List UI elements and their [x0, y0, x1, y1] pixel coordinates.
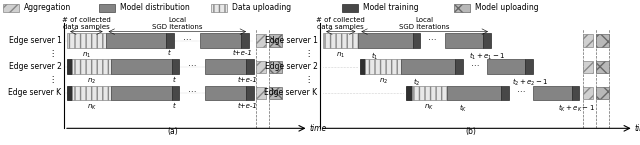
- Text: Model distribution: Model distribution: [120, 3, 189, 12]
- Bar: [72, 86, 111, 100]
- Text: Model training: Model training: [363, 3, 419, 12]
- Bar: [99, 4, 115, 12]
- Text: Local
SGD iterations: Local SGD iterations: [399, 17, 450, 30]
- Text: # of collected
data samples: # of collected data samples: [316, 17, 365, 30]
- Bar: [256, 61, 266, 73]
- Bar: [111, 86, 172, 100]
- Text: $t_1$: $t_1$: [371, 50, 378, 62]
- Text: $n_K$: $n_K$: [86, 103, 97, 112]
- Text: time: time: [310, 124, 327, 133]
- Text: t: t: [173, 77, 175, 83]
- Text: $t_K+e_K-1$: $t_K+e_K-1$: [557, 103, 595, 114]
- Bar: [200, 33, 241, 48]
- Text: ···: ···: [188, 62, 196, 71]
- Text: Edge server 1: Edge server 1: [8, 36, 61, 45]
- Text: Local
SGD iterations: Local SGD iterations: [152, 17, 202, 30]
- Bar: [106, 33, 166, 48]
- Bar: [483, 33, 491, 48]
- Bar: [269, 35, 282, 47]
- Bar: [211, 4, 227, 12]
- Bar: [323, 33, 358, 48]
- Text: $n_1$: $n_1$: [82, 50, 91, 60]
- Bar: [111, 59, 172, 74]
- Text: ⋮: ⋮: [304, 75, 313, 84]
- Bar: [342, 4, 358, 12]
- Bar: [241, 33, 249, 48]
- Text: $t_K$: $t_K$: [459, 103, 467, 114]
- Bar: [246, 86, 254, 100]
- Bar: [67, 33, 106, 48]
- Bar: [166, 33, 174, 48]
- Bar: [412, 86, 447, 100]
- Text: # of collected
data samples: # of collected data samples: [62, 17, 111, 30]
- Bar: [256, 87, 266, 99]
- Bar: [583, 87, 593, 99]
- Text: Model uploading: Model uploading: [475, 3, 538, 12]
- Text: ···: ···: [428, 36, 437, 45]
- Text: ⋮: ⋮: [48, 49, 57, 58]
- Bar: [454, 4, 470, 12]
- Text: t+e-1: t+e-1: [232, 50, 253, 56]
- Bar: [205, 86, 246, 100]
- Text: $n_K$: $n_K$: [424, 103, 434, 112]
- Bar: [596, 61, 609, 73]
- Text: $t_1+e_1-1$: $t_1+e_1-1$: [469, 50, 506, 62]
- Bar: [525, 59, 533, 74]
- Text: ···: ···: [516, 88, 525, 97]
- Bar: [596, 87, 609, 99]
- Text: $n_2$: $n_2$: [378, 77, 388, 86]
- Text: t+e-1: t+e-1: [237, 77, 258, 83]
- Bar: [447, 86, 501, 100]
- Bar: [455, 59, 463, 74]
- Bar: [445, 33, 483, 48]
- Text: Data uploading: Data uploading: [232, 3, 291, 12]
- Bar: [501, 86, 509, 100]
- Bar: [172, 86, 179, 100]
- Bar: [246, 59, 254, 74]
- Text: $t_2$: $t_2$: [413, 77, 420, 88]
- Bar: [596, 35, 609, 47]
- Text: t+e-1: t+e-1: [237, 103, 258, 109]
- Bar: [583, 61, 593, 73]
- Text: Edge server 2: Edge server 2: [264, 62, 317, 71]
- Text: $n_1$: $n_1$: [336, 50, 346, 60]
- Bar: [269, 87, 282, 99]
- Text: time: time: [635, 124, 640, 133]
- Bar: [572, 86, 579, 100]
- Text: t: t: [168, 50, 170, 56]
- Text: Edge server K: Edge server K: [264, 88, 317, 97]
- Text: $n_2$: $n_2$: [87, 77, 96, 86]
- Bar: [256, 35, 266, 47]
- Bar: [67, 86, 72, 100]
- Text: Edge server K: Edge server K: [8, 88, 61, 97]
- Bar: [365, 59, 401, 74]
- Text: Edge server 1: Edge server 1: [264, 36, 317, 45]
- Bar: [583, 35, 593, 47]
- Text: ⋮: ⋮: [48, 75, 57, 84]
- Bar: [3, 4, 19, 12]
- Text: ···: ···: [470, 62, 479, 71]
- Text: (a): (a): [168, 127, 178, 136]
- Bar: [413, 33, 420, 48]
- Text: ···: ···: [188, 88, 196, 97]
- Bar: [172, 59, 179, 74]
- Bar: [205, 59, 246, 74]
- Bar: [269, 61, 282, 73]
- Text: ⋮: ⋮: [304, 49, 313, 58]
- Text: $t_2+e_2-1$: $t_2+e_2-1$: [511, 77, 548, 88]
- Bar: [67, 59, 72, 74]
- Text: t: t: [173, 103, 175, 109]
- Bar: [533, 86, 572, 100]
- Bar: [401, 59, 455, 74]
- Text: Edge server 2: Edge server 2: [8, 62, 61, 71]
- Text: Aggregation: Aggregation: [24, 3, 71, 12]
- Text: (b): (b): [465, 127, 476, 136]
- Bar: [360, 59, 365, 74]
- Bar: [487, 59, 525, 74]
- Text: ···: ···: [182, 36, 191, 45]
- Bar: [358, 33, 413, 48]
- Bar: [406, 86, 412, 100]
- Bar: [72, 59, 111, 74]
